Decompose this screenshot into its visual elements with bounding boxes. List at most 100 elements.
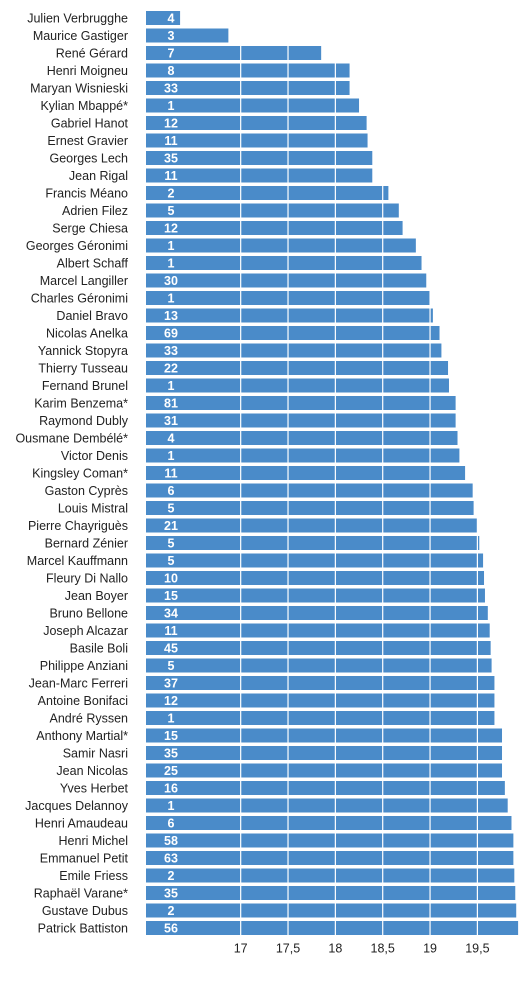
category-label: Henri Moigneu (47, 64, 128, 78)
bar (146, 413, 456, 428)
bar (146, 676, 495, 690)
bar (146, 378, 449, 393)
bar-count-label: 5 (168, 502, 175, 516)
category-label: Emile Friess (59, 869, 128, 883)
bar-count-label: 1 (168, 257, 175, 271)
category-label: Louis Mistral (58, 502, 128, 516)
x-tick-label: 17 (234, 942, 248, 956)
category-label: Daniel Bravo (56, 309, 128, 323)
bar-count-label: 2 (168, 904, 175, 918)
category-label: Georges Géronimi (26, 239, 128, 253)
bar-count-label: 56 (164, 922, 178, 936)
bar (146, 746, 503, 760)
bar (146, 308, 433, 323)
bar (146, 658, 492, 673)
category-label: Raphaël Varane* (34, 887, 128, 901)
category-label: Nicolas Anelka (46, 327, 128, 341)
category-label: Joseph Alcazar (43, 624, 128, 638)
bar-count-label: 5 (168, 204, 175, 218)
category-label: Raymond Dubly (39, 414, 129, 428)
category-label: Gustave Dubus (42, 904, 128, 918)
bar-count-label: 33 (164, 82, 178, 96)
bar-count-label: 58 (164, 834, 178, 848)
bar (146, 81, 350, 95)
category-label: Albert Schaff (57, 257, 129, 271)
bar (146, 711, 495, 725)
bar (146, 466, 466, 480)
bar-count-label: 1 (168, 292, 175, 306)
bar-count-label: 15 (164, 589, 178, 603)
category-label: Georges Lech (49, 152, 128, 166)
bar-count-label: 45 (164, 642, 178, 656)
category-label: Jacques Delannoy (25, 799, 129, 813)
bar-count-label: 10 (164, 572, 178, 586)
bar (146, 221, 403, 235)
bar-count-label: 35 (164, 747, 178, 761)
bar-count-label: 4 (168, 432, 175, 446)
category-label: Emmanuel Petit (40, 852, 129, 866)
category-label: Kingsley Coman* (32, 467, 128, 481)
bar (146, 361, 449, 375)
category-label: Maurice Gastiger (33, 29, 128, 43)
bar (146, 816, 512, 830)
gridlines-group (240, 9, 478, 939)
bar-count-label: 7 (168, 47, 175, 61)
bar-count-label: 11 (164, 134, 177, 148)
category-label: Ousmane Dembélé* (15, 432, 128, 446)
bar (146, 343, 442, 358)
bar (146, 186, 389, 200)
category-label: Adrien Filez (62, 204, 128, 218)
bar (146, 63, 350, 78)
bar (146, 623, 490, 638)
bar (146, 641, 491, 655)
category-label: Maryan Wisnieski (30, 82, 128, 96)
bar-count-label: 12 (164, 117, 178, 131)
bar-count-label: 4 (168, 12, 175, 26)
bar-count-label: 31 (164, 414, 178, 428)
bar (146, 483, 473, 498)
bar (146, 606, 488, 620)
bar (146, 448, 460, 463)
bar (146, 133, 368, 148)
category-label: Serge Chiesa (52, 222, 128, 236)
bar-count-label: 5 (168, 659, 175, 673)
bar-count-label: 35 (164, 152, 178, 166)
category-labels-group: Julien Verbrugghe Maurice Gastiger René Gé… (15, 12, 128, 936)
x-tick-label: 19,5 (465, 942, 489, 956)
bar-count-label: 5 (168, 554, 175, 568)
category-label: Ernest Gravier (47, 134, 128, 148)
category-label: Pierre Chayriguès (28, 519, 128, 533)
bar-count-label: 11 (164, 169, 177, 183)
category-label: Philippe Anziani (40, 659, 128, 673)
category-label: Francis Méano (45, 187, 128, 201)
category-label: Charles Géronimi (31, 292, 128, 306)
category-label: Marcel Langiller (40, 274, 128, 288)
bar (146, 501, 474, 515)
bar-count-label: 30 (164, 274, 178, 288)
category-label: Bernard Zénier (45, 537, 128, 551)
bar-count-label: 37 (164, 677, 178, 691)
bar (146, 326, 440, 340)
bar-count-label: 6 (168, 817, 175, 831)
category-label: Julien Verbrugghe (27, 12, 128, 26)
category-label: Gaston Cyprès (45, 484, 128, 498)
bar (146, 868, 515, 883)
bar-count-label: 8 (168, 64, 175, 78)
bar-count-label: 33 (164, 344, 178, 358)
bar (146, 571, 485, 585)
bar (146, 693, 495, 708)
bar (146, 518, 478, 533)
category-label: Jean Rigal (69, 169, 128, 183)
bar-count-label: 1 (168, 712, 175, 726)
category-label: Yves Herbet (60, 782, 129, 796)
bar-count-label: 16 (164, 782, 178, 796)
bar-count-label: 25 (164, 764, 178, 778)
bar (146, 833, 514, 848)
bar (146, 116, 367, 130)
category-label: Fleury Di Nallo (46, 572, 128, 586)
bar (146, 203, 399, 218)
category-label: Anthony Martial* (36, 729, 128, 743)
bar-count-label: 12 (164, 222, 178, 236)
x-tick-label: 18,5 (371, 942, 395, 956)
